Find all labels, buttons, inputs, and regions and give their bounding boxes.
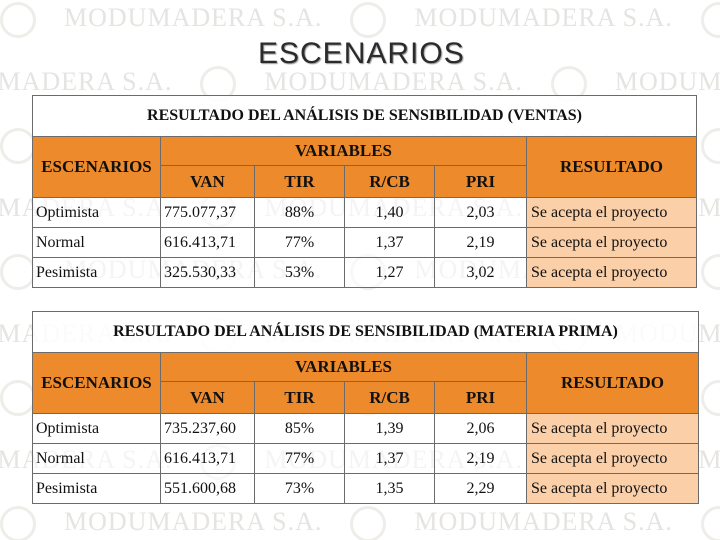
result-value: Se acepta el proyecto [525, 443, 700, 474]
scenarios-header: ESCENARIOS [32, 136, 161, 198]
variables-header: VARIABLES [160, 136, 527, 166]
scenario-label: Optimista [32, 197, 161, 228]
table-row: Normal 616.413,71 77% 1,37 2,19 Se acept… [32, 227, 698, 258]
rcb-value: 1,35 [344, 473, 435, 504]
rcb-value: 1,40 [344, 197, 435, 228]
van-value: 616.413,71 [160, 443, 255, 474]
page-title-text: ESCENARIOS [258, 37, 465, 70]
result-value: Se acepta el proyecto [525, 413, 700, 444]
scenario-label: Pesimista [32, 473, 161, 504]
table-row: Optimista 735.237,60 85% 1,39 2,06 Se ac… [32, 413, 700, 444]
table-row: Normal 616.413,71 77% 1,37 2,19 Se acept… [32, 443, 700, 474]
van-value: 735.237,60 [160, 413, 255, 444]
pri-value: 3,02 [434, 257, 527, 288]
column-header-pri: PRI [434, 165, 527, 198]
van-value: 616.413,71 [160, 227, 255, 258]
scenario-label: Optimista [32, 413, 161, 444]
tir-value: 85% [254, 413, 345, 444]
rcb-value: 1,39 [344, 413, 435, 444]
pri-value: 2,29 [434, 473, 527, 504]
van-value: 775.077,37 [160, 197, 255, 228]
watermark-row: MODUMADERA S.A.MODUMADERA S.A.MODUMADERA… [0, 2, 720, 38]
column-header-pri: PRI [434, 381, 527, 414]
sensitivity-table-ventas: RESULTADO DEL ANÁLISIS DE SENSIBILIDAD (… [31, 95, 698, 288]
van-value: 551.600,68 [160, 473, 255, 504]
pri-value: 2,19 [434, 227, 527, 258]
page-title: ESCENARIOS [258, 37, 465, 71]
tir-value: 77% [254, 227, 345, 258]
result-header: RESULTADO [525, 352, 700, 414]
scenarios-header: ESCENARIOS [32, 352, 161, 414]
column-header-tir: TIR [254, 165, 345, 198]
variables-header: VARIABLES [160, 352, 527, 382]
column-header-rcb: R/CB [344, 381, 435, 414]
rcb-value: 1,27 [344, 257, 435, 288]
rcb-value: 1,37 [344, 227, 435, 258]
tir-value: 88% [254, 197, 345, 228]
table-caption: RESULTADO DEL ANÁLISIS DE SENSIBILIDAD (… [31, 311, 700, 353]
column-header-rcb: R/CB [344, 165, 435, 198]
scenario-label: Pesimista [32, 257, 161, 288]
result-header: RESULTADO [525, 136, 698, 198]
scenario-label: Normal [32, 227, 161, 258]
table-row: Pesimista 551.600,68 73% 1,35 2,29 Se ac… [32, 473, 700, 504]
tir-value: 77% [254, 443, 345, 474]
pri-value: 2,03 [434, 197, 527, 228]
van-value: 325.530,33 [160, 257, 255, 288]
watermark-row: MODUMADERA S.A.MODUMADERA S.A.MODUMADERA… [0, 506, 720, 540]
sensitivity-table-materia-prima: RESULTADO DEL ANÁLISIS DE SENSIBILIDAD (… [31, 311, 700, 504]
table-row: Optimista 775.077,37 88% 1,40 2,03 Se ac… [32, 197, 698, 228]
rcb-value: 1,37 [344, 443, 435, 474]
scenario-label: Normal [32, 443, 161, 474]
result-value: Se acepta el proyecto [525, 227, 698, 258]
table-row: Pesimista 325.530,33 53% 1,27 3,02 Se ac… [32, 257, 698, 288]
result-value: Se acepta el proyecto [525, 197, 698, 228]
pri-value: 2,19 [434, 443, 527, 474]
column-header-van: VAN [160, 381, 255, 414]
tir-value: 53% [254, 257, 345, 288]
table-caption: RESULTADO DEL ANÁLISIS DE SENSIBILIDAD (… [31, 95, 698, 137]
result-value: Se acepta el proyecto [525, 473, 700, 504]
tir-value: 73% [254, 473, 345, 504]
column-header-van: VAN [160, 165, 255, 198]
column-header-tir: TIR [254, 381, 345, 414]
pri-value: 2,06 [434, 413, 527, 444]
result-value: Se acepta el proyecto [525, 257, 698, 288]
